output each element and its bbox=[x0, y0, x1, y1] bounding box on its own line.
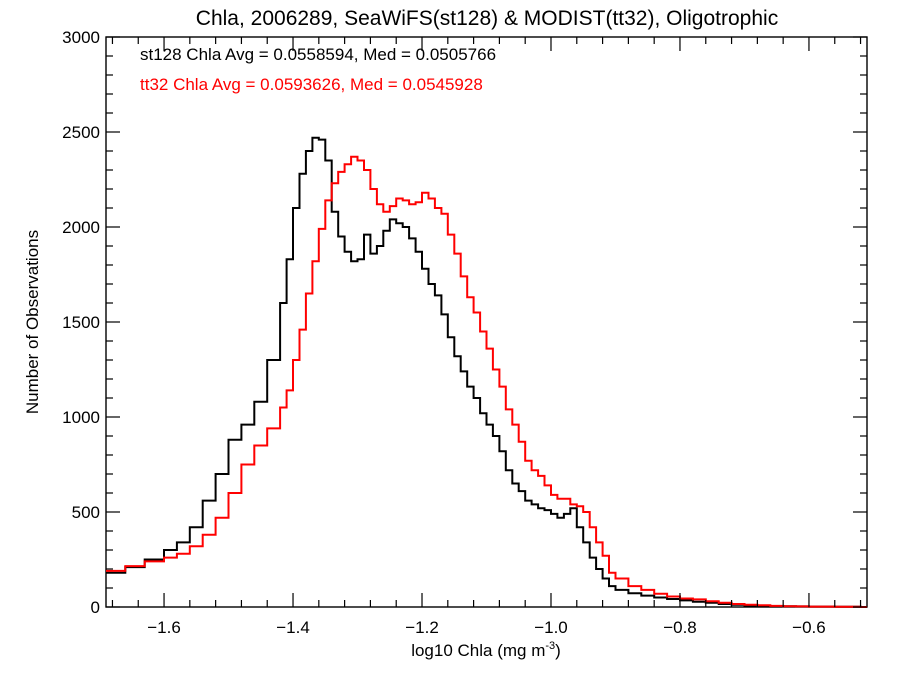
x-tick-label: −1.0 bbox=[534, 618, 568, 637]
x-tick-label: −0.6 bbox=[792, 618, 826, 637]
series-tt32-line bbox=[106, 155, 867, 608]
y-tick-label: 500 bbox=[72, 503, 100, 522]
y-tick-label: 1000 bbox=[62, 408, 100, 427]
series-st128-line bbox=[106, 136, 867, 608]
x-axis-title-superscript: -3 bbox=[545, 640, 555, 652]
annotation-st128: st128 Chla Avg = 0.0558594, Med = 0.0505… bbox=[140, 45, 496, 64]
series-layer bbox=[106, 136, 867, 608]
y-tick-label: 3000 bbox=[62, 28, 100, 47]
annotation-tt32: tt32 Chla Avg = 0.0593626, Med = 0.05459… bbox=[140, 75, 483, 94]
ticks-layer: −1.6 −1.4 −1.2 −1.0 −0.8 −0.6 0 500 1000 1500 2000… bbox=[62, 28, 867, 637]
y-tick-label: 1500 bbox=[62, 313, 100, 332]
x-axis-title: log10 Chla (mg m-3) bbox=[411, 640, 561, 660]
x-tick-label: −1.4 bbox=[276, 618, 310, 637]
x-tick-label: −1.2 bbox=[405, 618, 439, 637]
x-axis-title-end: ) bbox=[555, 641, 561, 660]
y-axis-title: Number of Observations bbox=[23, 230, 42, 414]
y-tick-label: 2000 bbox=[62, 218, 100, 237]
x-axis-title-main: log10 Chla (mg m bbox=[411, 641, 545, 660]
x-tick-label: −1.6 bbox=[147, 618, 181, 637]
y-tick-label: 0 bbox=[91, 598, 100, 617]
plot-area: −1.6 −1.4 −1.2 −1.0 −0.8 −0.6 0 500 1000 1500 2000… bbox=[62, 28, 868, 637]
x-tick-label: −0.8 bbox=[663, 618, 697, 637]
y-tick-label: 2500 bbox=[62, 123, 100, 142]
chart-title: Chla, 2006289, SeaWiFS(st128) & MODIST(t… bbox=[196, 7, 778, 30]
plot-frame bbox=[105, 36, 868, 608]
